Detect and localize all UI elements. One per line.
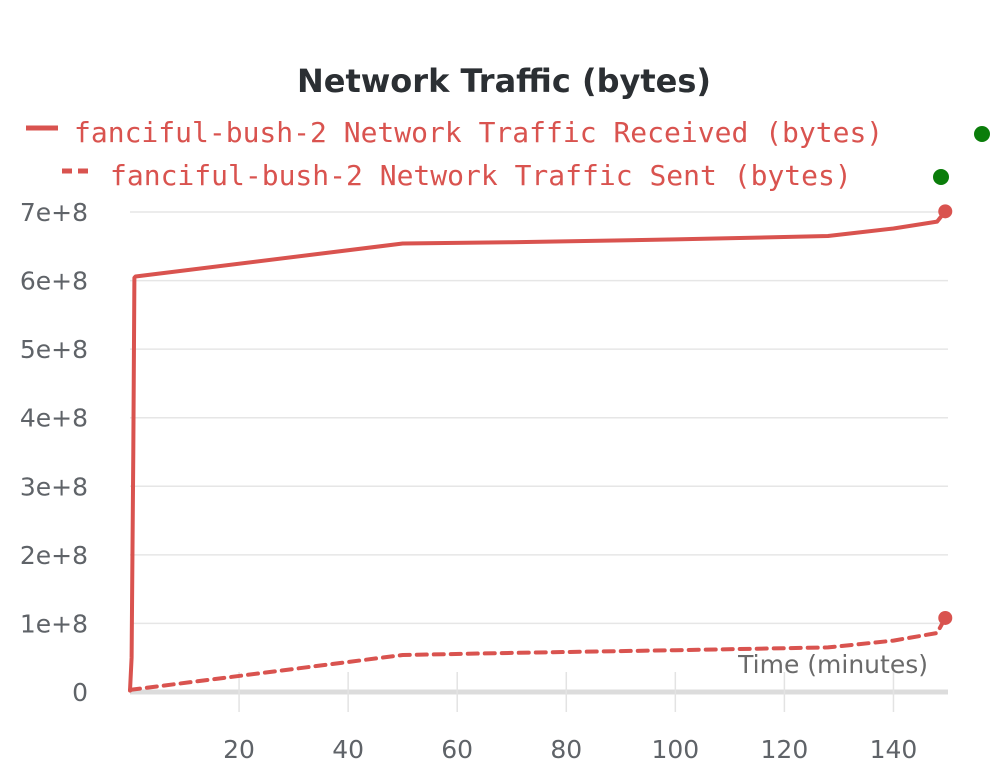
plot-area — [128, 204, 953, 693]
series-end-point-1 — [938, 610, 953, 625]
status-dot-received — [974, 126, 990, 142]
series-line-1 — [128, 615, 948, 692]
status-dot-sent — [933, 169, 949, 185]
x-tick-label: 20 — [223, 735, 255, 764]
chart-title: Network Traffic (bytes) — [297, 62, 711, 100]
y-tick-label: 3e+8 — [20, 472, 88, 501]
y-tick-label: 6e+8 — [20, 267, 88, 296]
x-tick-label: 140 — [870, 735, 918, 764]
y-tick-label: 5e+8 — [20, 335, 88, 364]
y-tick-label: 4e+8 — [20, 404, 88, 433]
y-axis: 0 1e+8 2e+8 3e+8 4e+8 5e+8 6e+8 7e+8 — [20, 198, 88, 707]
x-tick-label: 100 — [651, 735, 699, 764]
y-tick-label: 0 — [72, 678, 88, 707]
legend-item-sent[interactable]: fanciful-bush-2 Network Traffic Sent (by… — [62, 159, 949, 192]
legend-item-received[interactable]: fanciful-bush-2 Network Traffic Received… — [26, 116, 990, 149]
x-tick-label: 80 — [550, 735, 582, 764]
x-tick-label: 120 — [761, 735, 809, 764]
legend-label-received: fanciful-bush-2 Network Traffic Received… — [74, 116, 883, 149]
y-tick-label: 2e+8 — [20, 541, 88, 570]
x-axis: 20 40 60 80 100 120 140 — [130, 672, 948, 764]
series-line-0 — [128, 209, 948, 693]
legend-label-sent: fanciful-bush-2 Network Traffic Sent (by… — [110, 159, 852, 192]
y-tick-label: 7e+8 — [20, 198, 88, 227]
series-end-point-0 — [938, 204, 953, 219]
legend: fanciful-bush-2 Network Traffic Received… — [26, 116, 990, 192]
x-tick-label: 60 — [441, 735, 473, 764]
x-tick-label: 40 — [332, 735, 364, 764]
grid — [130, 211, 948, 625]
x-axis-label: Time (minutes) — [737, 650, 928, 679]
y-tick-label: 1e+8 — [20, 609, 88, 638]
